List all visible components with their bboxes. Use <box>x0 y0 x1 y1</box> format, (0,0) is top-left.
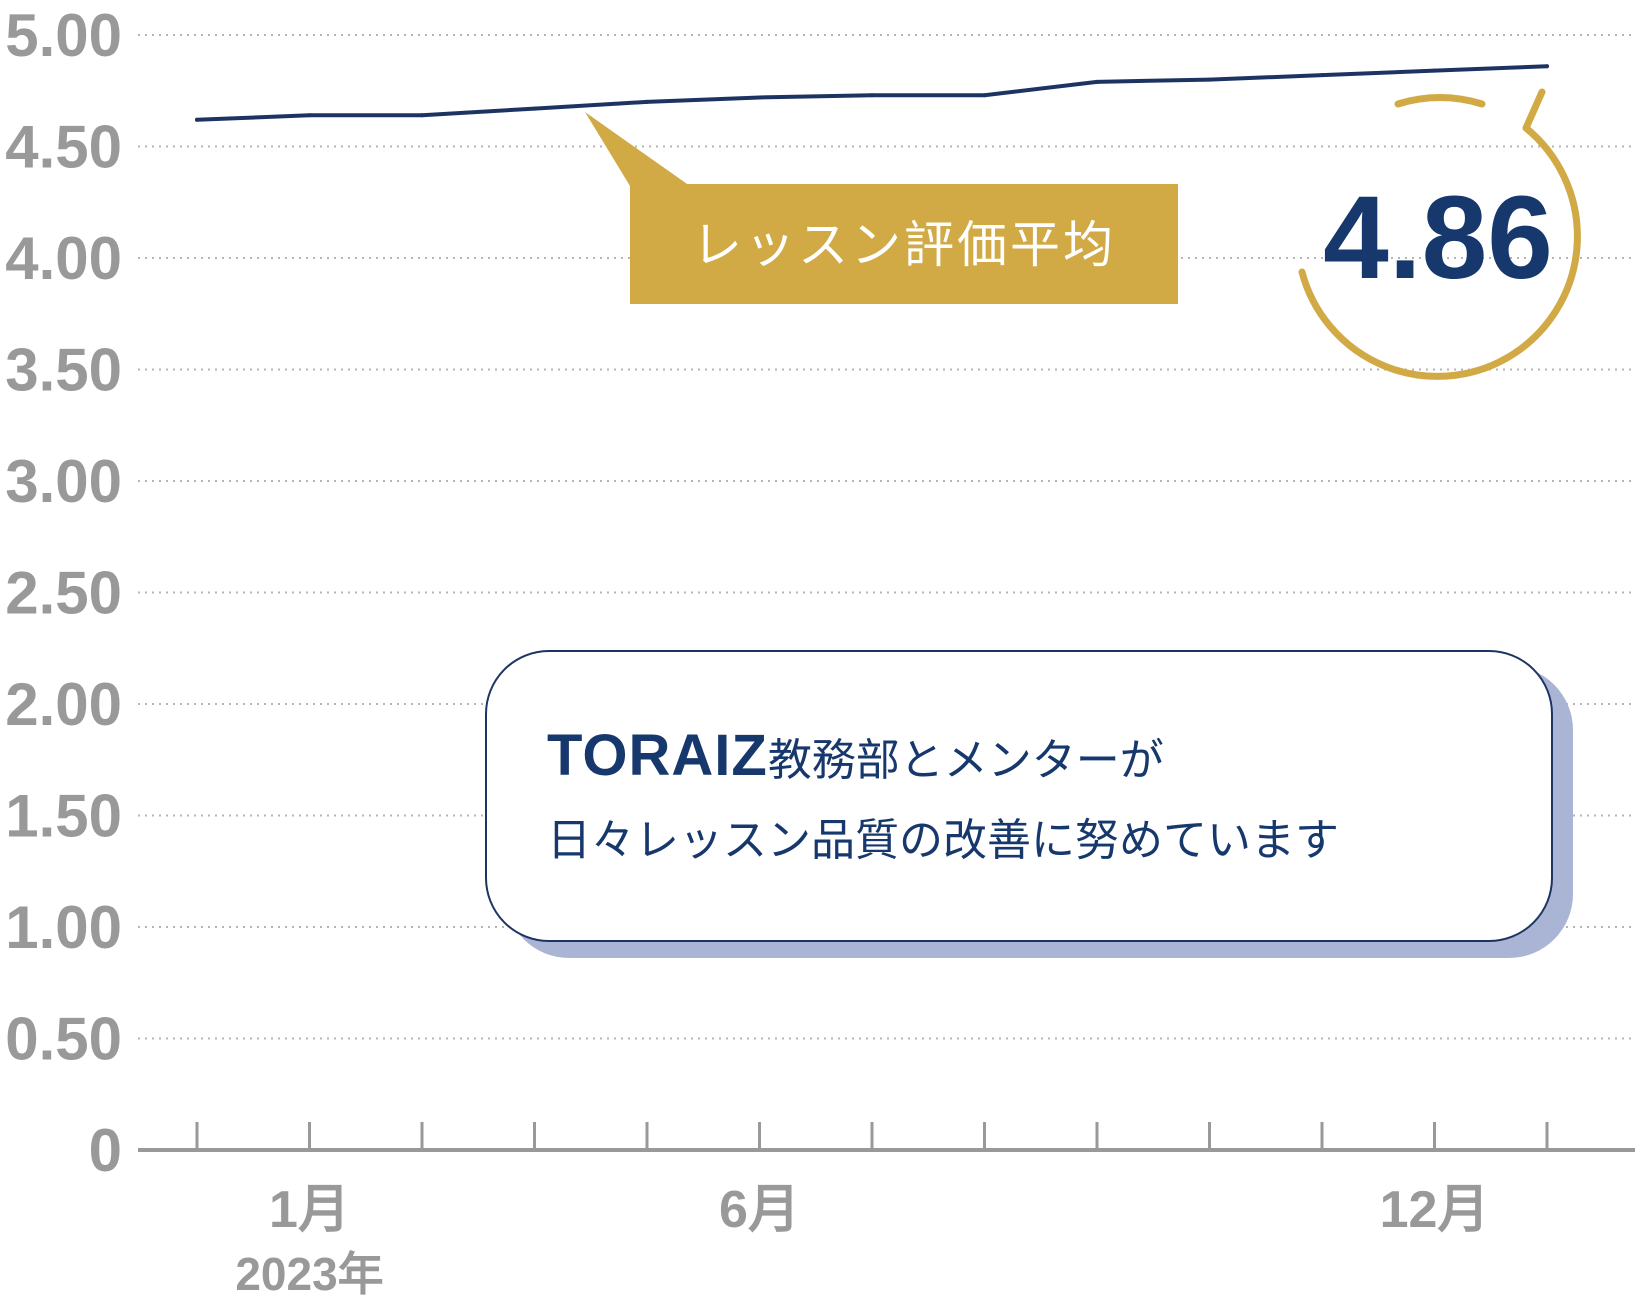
callout-pointer <box>585 112 690 186</box>
message-line-2: 日々レッスン品質の改善に努めています <box>547 815 1339 866</box>
highlight-ring: 4.86 <box>1298 88 1581 380</box>
x-year-label: 2023年 <box>235 1248 383 1295</box>
callout: レッスン評価平均 <box>585 112 1178 304</box>
y-tick-label: 1.50 <box>5 783 122 850</box>
message-line-1: TORAIZ教務部とメンターが <box>547 722 1164 789</box>
brand-name: TORAIZ <box>547 723 768 788</box>
data-point <box>420 113 424 118</box>
y-tick-label: 3.50 <box>5 337 122 404</box>
data-point <box>195 117 199 122</box>
data-point <box>1545 64 1549 69</box>
callout-label: レッスン評価平均 <box>692 216 1116 274</box>
x-tick-label: 12月 <box>1380 1181 1490 1239</box>
data-point <box>1095 79 1099 84</box>
data-point <box>1207 77 1212 82</box>
ring-arc-large <box>1298 88 1581 380</box>
data-point <box>982 93 987 98</box>
message-line-1-text: 教務部とメンターが <box>767 735 1164 786</box>
y-tick-label: 2.50 <box>5 560 122 627</box>
y-tick-label: 2.00 <box>5 671 122 738</box>
message-box: TORAIZ教務部とメンターが 日々レッスン品質の改善に努めています <box>485 650 1553 942</box>
data-point <box>870 93 874 98</box>
y-tick-label: 4.00 <box>5 225 122 292</box>
y-tick-label: 4.50 <box>5 114 122 181</box>
highlight-value: 4.86 <box>1323 172 1553 304</box>
callout-box <box>630 184 1178 304</box>
data-point <box>757 95 762 100</box>
data-point <box>1432 68 1437 73</box>
x-tick-label: 6月 <box>719 1181 800 1239</box>
y-tick-label: 0.50 <box>5 1006 122 1073</box>
y-tick-label: 3.00 <box>5 448 122 515</box>
y-tick-label: 5.00 <box>5 2 122 69</box>
y-tick-label: 1.00 <box>5 894 122 961</box>
data-point <box>307 113 312 118</box>
y-tick-label: 0 <box>89 1117 122 1184</box>
data-point <box>1320 73 1324 78</box>
ring-arc-small <box>1394 94 1486 108</box>
data-point <box>645 99 649 104</box>
series-line <box>195 64 1549 122</box>
data-point <box>532 106 537 111</box>
x-tick-label: 1月 <box>269 1181 350 1239</box>
